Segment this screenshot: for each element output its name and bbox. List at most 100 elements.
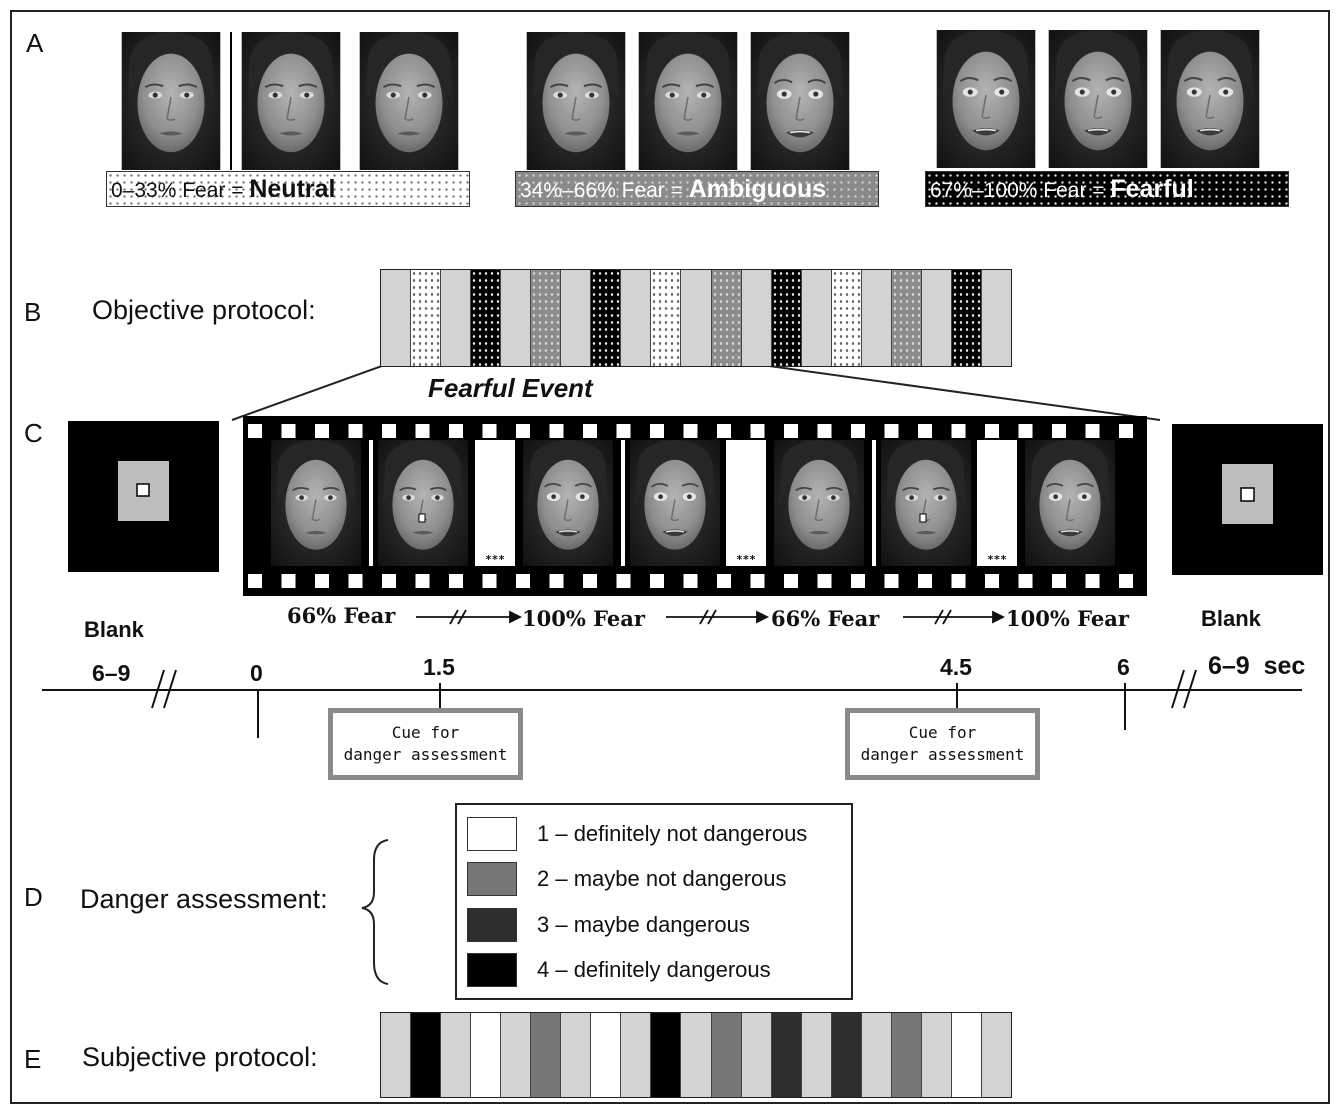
- blank-screen-left: [68, 421, 219, 572]
- film-dots-3: ***: [987, 553, 1007, 566]
- film-sprocket-hole: [348, 574, 363, 588]
- subjective-protocol-cell: [921, 1013, 952, 1097]
- subjective-protocol-cell: [651, 1013, 682, 1097]
- film-sprocket-hole: [784, 424, 798, 438]
- subjective-protocol-cell: [531, 1013, 562, 1097]
- film-sprocket-hole: [583, 574, 597, 588]
- blank-screen-right: [1172, 424, 1323, 575]
- timeline-left-label: 6–9: [92, 660, 131, 686]
- caption-ambiguous: 34%–66% Fear = Ambiguous: [515, 171, 879, 207]
- film-sprocket-hole: [315, 574, 329, 588]
- fear-arrows: [416, 609, 1006, 625]
- film-sprocket-hole: [1052, 424, 1066, 438]
- film-sprocket-hole: [817, 424, 832, 438]
- figure-frame: [10, 10, 1330, 1104]
- film-sprocket-hole: [750, 424, 765, 438]
- film-sprocket-hole: [650, 424, 664, 438]
- cue-2-line1: Cue for: [908, 723, 977, 742]
- caption-neutral-emphasis: Neutral: [249, 175, 336, 203]
- film-sprocket-hole: [1085, 574, 1100, 588]
- legend-row-2: 2 – maybe not dangerous: [467, 861, 787, 897]
- objective-protocol-cell: [741, 270, 772, 366]
- film-sprocket-hole: [683, 424, 698, 438]
- film-sprocket-hole: [1018, 574, 1033, 588]
- film-sprocket-hole: [482, 424, 497, 438]
- timeline-tick-4-5: 4.5: [940, 654, 972, 680]
- cue-1-line2: danger assessment: [343, 745, 508, 764]
- film-sprocket-hole: [315, 424, 329, 438]
- film-sprocket-hole: [549, 574, 564, 588]
- subjective-protocol-cell: [831, 1013, 862, 1097]
- film-sprocket-hole: [248, 424, 262, 438]
- legend-swatch-4: [467, 953, 517, 987]
- subjective-protocol-cell: [891, 1013, 922, 1097]
- danger-legend: 1 – definitely not dangerous 2 – maybe n…: [455, 803, 853, 1000]
- subjective-protocol-cell: [861, 1013, 892, 1097]
- objective-protocol-cell: [891, 270, 922, 366]
- objective-protocol-cell: [471, 270, 502, 366]
- film-sprocket-hole: [248, 574, 262, 588]
- objective-protocol-cell: [921, 270, 952, 366]
- fearful-faces: [935, 30, 1261, 168]
- film-sprocket-hole: [1052, 574, 1066, 588]
- danger-assessment-label: Danger assessment:: [80, 884, 328, 914]
- objective-protocol-cell: [681, 270, 712, 366]
- objective-protocol-cell: [381, 270, 412, 366]
- film-sprocket-hole: [549, 424, 564, 438]
- subjective-protocol-cell: [711, 1013, 742, 1097]
- film-sprocket-hole: [516, 574, 530, 588]
- film-sprocket-hole: [884, 574, 899, 588]
- film-sprocket-hole: [985, 424, 999, 438]
- film-sprocket-hole: [717, 574, 731, 588]
- cue-1-line1: Cue for: [391, 723, 460, 742]
- film-sprocket-hole: [1085, 424, 1100, 438]
- caption-ambiguous-prefix: 34%–66% Fear =: [520, 179, 689, 202]
- timeline-right-label: 6–9 sec: [1208, 652, 1306, 680]
- objective-protocol-cell: [801, 270, 832, 366]
- objective-protocol-cell: [831, 270, 862, 366]
- panel-letter-e: E: [24, 1044, 42, 1074]
- film-sprocket-hole: [415, 574, 430, 588]
- cue-box-1: Cue for danger assessment: [328, 708, 523, 780]
- legend-swatch-1: [467, 817, 517, 851]
- blank-label-left: Blank: [84, 617, 144, 642]
- caption-fearful-emphasis: Fearful: [1110, 175, 1194, 203]
- objective-protocol-cell: [591, 270, 622, 366]
- film-sprocket-hole: [348, 424, 363, 438]
- objective-protocol-cell: [981, 270, 1011, 366]
- panel-letter-b: B: [24, 297, 42, 327]
- subjective-protocol-cell: [501, 1013, 532, 1097]
- fear-label-3: 66% Fear: [771, 606, 880, 631]
- legend-row-3: 3 – maybe dangerous: [467, 907, 750, 943]
- fearful-event-label: Fearful Event: [428, 373, 593, 403]
- subjective-protocol-cell: [561, 1013, 592, 1097]
- film-sprocket-hole: [382, 424, 396, 438]
- objective-protocol-cell: [411, 270, 442, 366]
- film-sprocket-hole: [784, 574, 798, 588]
- fear-label-4: 100% Fear: [1006, 606, 1129, 631]
- legend-brace: [361, 839, 389, 985]
- film-dots-1: ***: [485, 553, 505, 566]
- legend-text-3: 3 – maybe dangerous: [537, 912, 750, 937]
- caption-neutral: 0–33% Fear = Neutral: [106, 171, 470, 207]
- objective-protocol-cell: [651, 270, 682, 366]
- caption-fearful: 67%–100% Fear = Fearful: [925, 171, 1289, 207]
- blank-label-right: Blank: [1201, 606, 1261, 631]
- subjective-protocol-cell: [801, 1013, 832, 1097]
- film-sprocket-hole: [1018, 424, 1033, 438]
- film-sprocket-hole: [683, 574, 698, 588]
- film-sprocket-hole: [415, 424, 430, 438]
- film-sprocket-hole: [583, 424, 597, 438]
- legend-text-1: 1 – definitely not dangerous: [537, 821, 808, 846]
- film-sprocket-hole: [449, 574, 463, 588]
- film-sprockets: [248, 424, 1133, 588]
- cue-2-line2: danger assessment: [860, 745, 1025, 764]
- film-dots-2: ***: [736, 553, 756, 566]
- subjective-protocol-cell: [981, 1013, 1011, 1097]
- fear-label-1: 66% Fear: [287, 603, 396, 628]
- subjective-protocol-label: Subjective protocol:: [82, 1042, 318, 1072]
- film-sprocket-hole: [382, 574, 396, 588]
- panel-letter-a: A: [26, 28, 44, 58]
- panel-letter-c: C: [24, 418, 43, 448]
